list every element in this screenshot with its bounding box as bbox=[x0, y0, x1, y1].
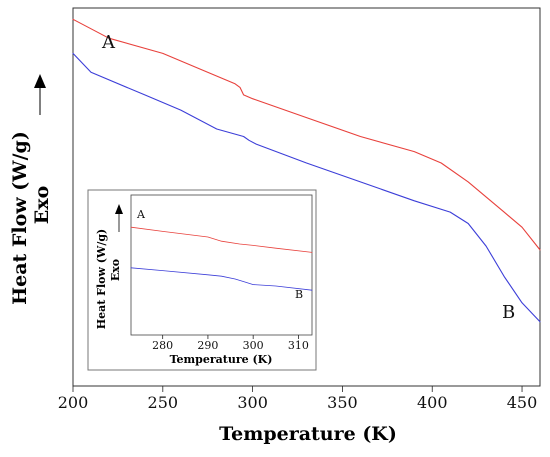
main-x-tick-label-400: 400 bbox=[417, 393, 448, 412]
inset-x-tick-label-300: 300 bbox=[243, 339, 264, 352]
main-series-b-line bbox=[72, 52, 541, 323]
main-x-tick-label-350: 350 bbox=[327, 393, 358, 412]
main-series-group: AB bbox=[72, 18, 541, 323]
inset-x-tick-label-310: 310 bbox=[288, 339, 309, 352]
inset-series-group: AB bbox=[130, 208, 313, 301]
inset-series-a-label: A bbox=[136, 208, 146, 221]
main-chart: 200 250 300 350 400 450 AB Temperature (K) He… bbox=[9, 7, 541, 445]
inset-y-axis-title: Heat Flow (W/g) bbox=[95, 229, 108, 330]
main-y-axis-subtitle: Exo bbox=[31, 186, 53, 224]
main-plot-frame bbox=[72, 7, 541, 387]
inset-series-b-label: B bbox=[295, 288, 303, 301]
main-exo-arrow-icon bbox=[34, 74, 46, 115]
main-x-tick-label-300: 300 bbox=[237, 393, 268, 412]
inset-x-tick-label-280: 280 bbox=[152, 339, 173, 352]
main-x-ticks: 200 250 300 350 400 450 bbox=[58, 386, 538, 412]
inset-background bbox=[87, 189, 317, 371]
main-x-tick-label-250: 250 bbox=[148, 393, 179, 412]
inset-x-axis-title: Temperature (K) bbox=[170, 353, 273, 366]
inset-plot-frame bbox=[130, 194, 313, 336]
main-x-tick-label-200: 200 bbox=[58, 393, 89, 412]
inset-series-a-line bbox=[130, 226, 313, 253]
main-series-a-label: A bbox=[101, 32, 116, 53]
inset-x-ticks: 280 290 300 310 bbox=[152, 335, 309, 352]
main-series-a-line bbox=[72, 18, 541, 251]
main-x-tick-label-450: 450 bbox=[507, 393, 538, 412]
inset-exo-arrow-icon bbox=[115, 204, 123, 232]
main-series-b-label: B bbox=[502, 302, 515, 323]
inset-x-tick-label-290: 290 bbox=[197, 339, 218, 352]
main-y-axis-title: Heat Flow (W/g) bbox=[9, 131, 31, 305]
inset-y-axis-subtitle: Exo bbox=[109, 259, 122, 281]
inset-series-b-line bbox=[130, 267, 313, 291]
main-x-axis-title: Temperature (K) bbox=[219, 423, 397, 445]
inset-chart: 280 290 300 310 AB Temperature (K) Heat Flo… bbox=[87, 189, 317, 371]
